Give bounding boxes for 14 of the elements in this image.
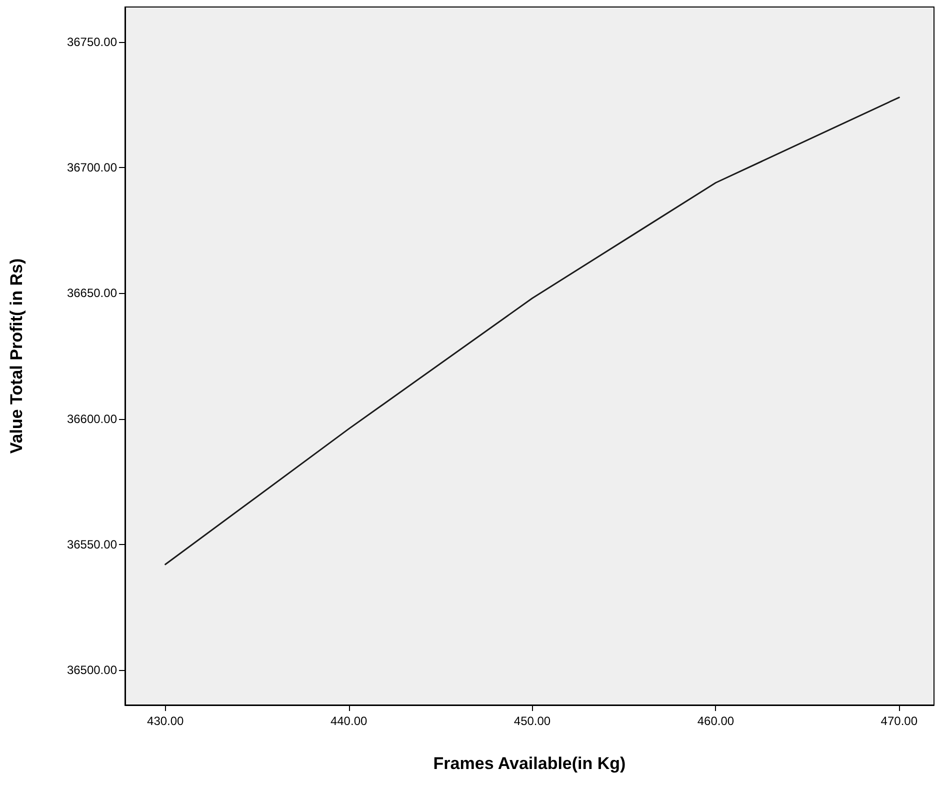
x-tick-label: 460.00	[697, 714, 734, 728]
x-tick-label: 470.00	[880, 714, 918, 728]
y-axis-title: Value Total Profit( in Rs)	[7, 258, 26, 454]
x-tick-label: 430.00	[147, 714, 184, 728]
y-tick-label: 36600.00	[66, 412, 118, 426]
x-tick-label: 450.00	[514, 714, 551, 728]
line-series	[164, 96, 900, 566]
y-tick-label: 36550.00	[66, 537, 118, 552]
y-tick-label: 36650.00	[66, 286, 118, 300]
x-axis-title: Frames Available(in Kg)	[433, 754, 626, 773]
y-tick-label: 36700.00	[66, 160, 118, 175]
x-tick-label: 440.00	[330, 714, 368, 728]
y-tick-label: 36750.00	[66, 35, 118, 50]
y-tick-label: 36500.00	[66, 662, 118, 677]
